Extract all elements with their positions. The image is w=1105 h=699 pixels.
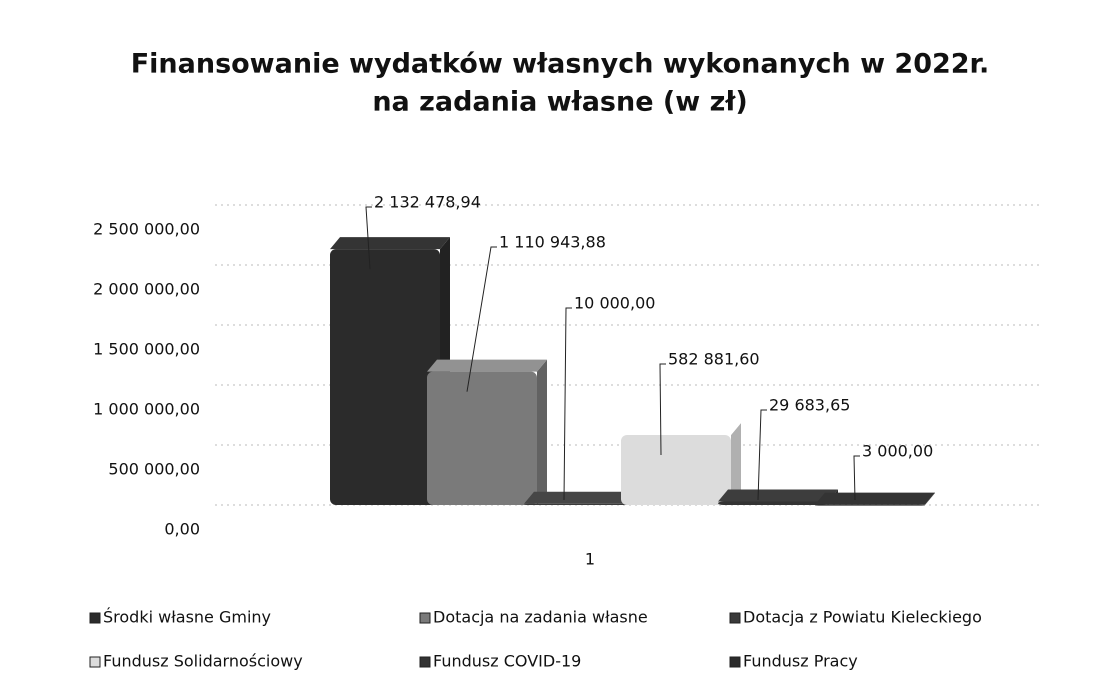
bar-face [718,501,828,505]
y-tick-label: 1 000 000,00 [93,400,200,419]
bar-face [524,491,644,504]
data-label: 10 000,00 [574,294,655,313]
bar-face [925,492,935,505]
bar-face [621,423,741,436]
bar-face [330,249,440,505]
y-tick-label: 2 500 000,00 [93,220,200,239]
leader-line [365,206,372,270]
legend-swatch [419,656,431,668]
legend-label: Środki własne Gminy [103,608,271,627]
data-label: 2 132 478,94 [374,193,481,212]
legend-swatch [89,656,101,668]
leader-line [757,409,767,501]
bar-face [815,504,925,506]
bar-face [524,503,634,505]
y-tick-label: 0,00 [164,520,200,539]
bar [621,423,741,505]
leader-line [466,246,497,392]
bar-face [718,489,838,502]
leader-line [853,455,860,501]
leader-line [563,307,572,501]
legend-label: Dotacja z Powiatu Kieleckiego [743,608,982,627]
bar-face [427,359,547,372]
bar [427,359,547,505]
legend-label: Dotacja na zadania własne [433,608,648,627]
y-tick-label: 500 000,00 [108,460,200,479]
bar-face [537,359,547,505]
data-label: 29 683,65 [769,396,850,415]
data-label: 1 110 943,88 [499,233,606,252]
x-tick-label: 1 [585,550,595,569]
bar-face [427,371,537,505]
leader-line [659,363,666,456]
y-tick-label: 1 500 000,00 [93,340,200,359]
legend-swatch [419,612,431,624]
bar [524,491,644,505]
y-tick-label: 2 000 000,00 [93,280,200,299]
legend-swatch [89,612,101,624]
bar [815,492,935,506]
data-label: 3 000,00 [862,442,933,461]
legend-label: Fundusz COVID-19 [433,652,581,671]
bar-face [815,492,935,505]
bar-face [621,435,731,505]
data-label: 582 881,60 [668,350,760,369]
legend-label: Fundusz Solidarnościowy [103,652,303,671]
legend-swatch [729,656,741,668]
chart-title: Finansowanie wydatków własnych wykonanyc… [131,49,990,80]
legend-swatch [729,612,741,624]
legend-label: Fundusz Pracy [743,652,858,671]
chart-title: na zadania własne (w zł) [372,87,747,118]
bar-face [330,237,450,250]
bar-face [731,423,741,505]
